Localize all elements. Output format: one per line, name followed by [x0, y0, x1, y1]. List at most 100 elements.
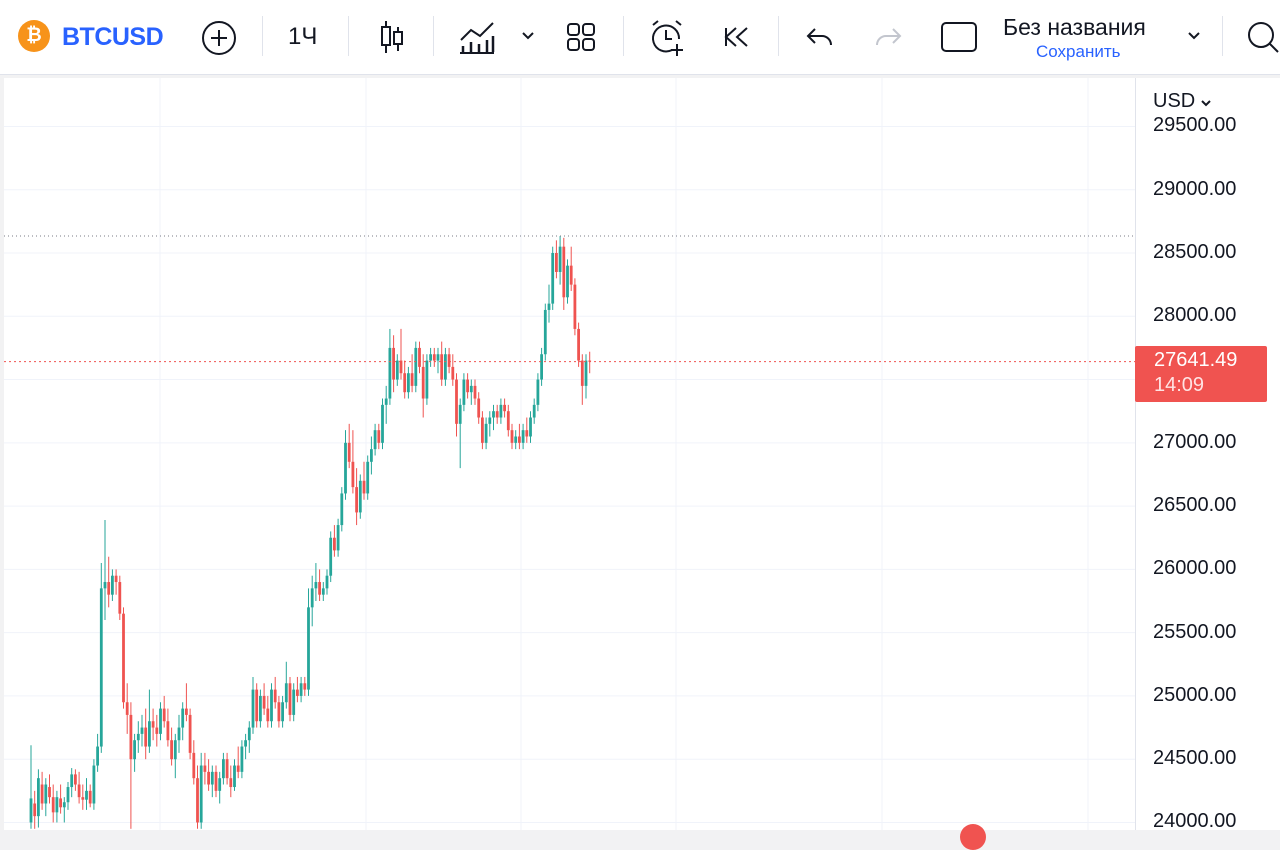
redo-icon[interactable]	[870, 20, 906, 54]
candle-body	[185, 708, 188, 715]
layout-grid-icon[interactable]	[562, 18, 600, 56]
candle-body	[455, 379, 458, 424]
layout-title[interactable]: Без названия	[1003, 14, 1146, 40]
candle-body	[377, 430, 381, 443]
candle-body	[562, 246, 566, 298]
alert-icon[interactable]	[644, 16, 688, 58]
candle-body	[207, 771, 210, 785]
candle-body	[303, 683, 307, 690]
candle-body	[40, 784, 44, 804]
candle-body	[529, 417, 532, 437]
candle-body	[514, 436, 518, 443]
candle-body	[196, 778, 199, 823]
candle-body	[170, 740, 173, 760]
add-symbol-icon[interactable]	[199, 18, 239, 58]
candle-body	[77, 784, 81, 798]
save-link[interactable]: Сохранить	[1036, 42, 1121, 61]
candle-body	[536, 379, 540, 405]
candle-body	[199, 765, 203, 823]
candle-body	[244, 740, 247, 747]
candle-body	[429, 354, 432, 361]
candle-body	[74, 774, 77, 785]
candle-body	[255, 689, 259, 722]
candle-body	[314, 582, 318, 589]
candle-body	[432, 354, 436, 361]
search-icon[interactable]	[1244, 18, 1280, 56]
price-tick-label: 28000.00	[1153, 304, 1237, 327]
candle-body	[166, 721, 170, 741]
candle-body	[347, 442, 351, 462]
replay-icon[interactable]	[716, 20, 756, 54]
candle-body	[447, 354, 451, 367]
chevron-down-icon[interactable]	[518, 26, 538, 46]
fullscreen-icon[interactable]	[938, 18, 980, 56]
notification-dot[interactable]	[960, 824, 986, 850]
candle-body	[192, 752, 196, 779]
candle-body	[555, 253, 558, 272]
candle-body	[577, 328, 580, 361]
candle-body	[495, 411, 499, 418]
bar-countdown: 14:09	[1154, 374, 1205, 396]
price-tick-label: 29000.00	[1153, 177, 1237, 200]
candle-body	[484, 423, 488, 443]
candle-body	[580, 360, 584, 386]
candle-body	[151, 721, 155, 728]
candle-body	[51, 797, 55, 813]
last-price-marker	[1135, 346, 1267, 402]
candle-body	[569, 265, 573, 285]
candlestick-chart[interactable]	[4, 78, 1280, 830]
candle-body	[399, 360, 403, 374]
chevron-down-icon	[1201, 100, 1211, 107]
candle-body	[55, 797, 59, 813]
candle-body	[118, 582, 122, 614]
candle-body	[477, 398, 481, 418]
candle-body	[547, 303, 551, 310]
candle-body	[510, 430, 514, 443]
candle-body	[492, 411, 495, 418]
chart-pane[interactable]	[4, 78, 1280, 830]
candle-body	[503, 404, 506, 412]
candle-body	[366, 461, 370, 494]
candle-body	[114, 575, 118, 583]
candle-body	[333, 537, 336, 551]
candle-body	[292, 689, 296, 715]
candle-body	[573, 284, 577, 329]
candle-body	[33, 803, 37, 817]
candle-body	[88, 790, 92, 804]
toolbar-divider	[433, 16, 434, 56]
candle-body	[233, 765, 236, 788]
candle-body	[521, 430, 525, 443]
interval-button[interactable]: 1Ч	[288, 23, 318, 50]
candle-body	[451, 366, 455, 380]
candle-body	[125, 702, 129, 715]
candle-body	[440, 354, 444, 380]
candle-body	[488, 417, 492, 424]
candle-body	[181, 708, 185, 728]
candle-body	[85, 790, 88, 800]
price-tick-label: 27000.00	[1153, 430, 1237, 453]
price-tick-label: 28500.00	[1153, 241, 1237, 263]
candle-body	[218, 778, 222, 791]
candle-body	[392, 347, 395, 380]
candle-body	[66, 787, 70, 803]
toolbar-divider	[262, 16, 263, 56]
chevron-down-icon[interactable]	[1184, 26, 1204, 46]
candle-body	[155, 727, 159, 734]
top-toolbar: ₿ BTCUSD 1Ч Без названия Сохранить	[0, 0, 1280, 75]
candle-body	[177, 727, 181, 741]
candle-body	[299, 683, 303, 696]
candle-body	[473, 385, 477, 399]
indicators-icon[interactable]	[456, 16, 498, 58]
candle-body	[444, 354, 447, 380]
price-tick-label: 25000.00	[1153, 683, 1237, 706]
candle-body	[381, 404, 384, 443]
price-axis[interactable]	[1135, 78, 1280, 830]
candle-body	[277, 702, 281, 722]
currency-selector[interactable]: USD	[1153, 90, 1211, 113]
undo-icon[interactable]	[802, 20, 838, 54]
candle-body	[44, 784, 48, 804]
candle-body	[462, 379, 466, 405]
candles-icon[interactable]	[372, 16, 412, 58]
symbol-search-button[interactable]: BTCUSD	[62, 22, 164, 51]
candle-body	[370, 449, 373, 462]
